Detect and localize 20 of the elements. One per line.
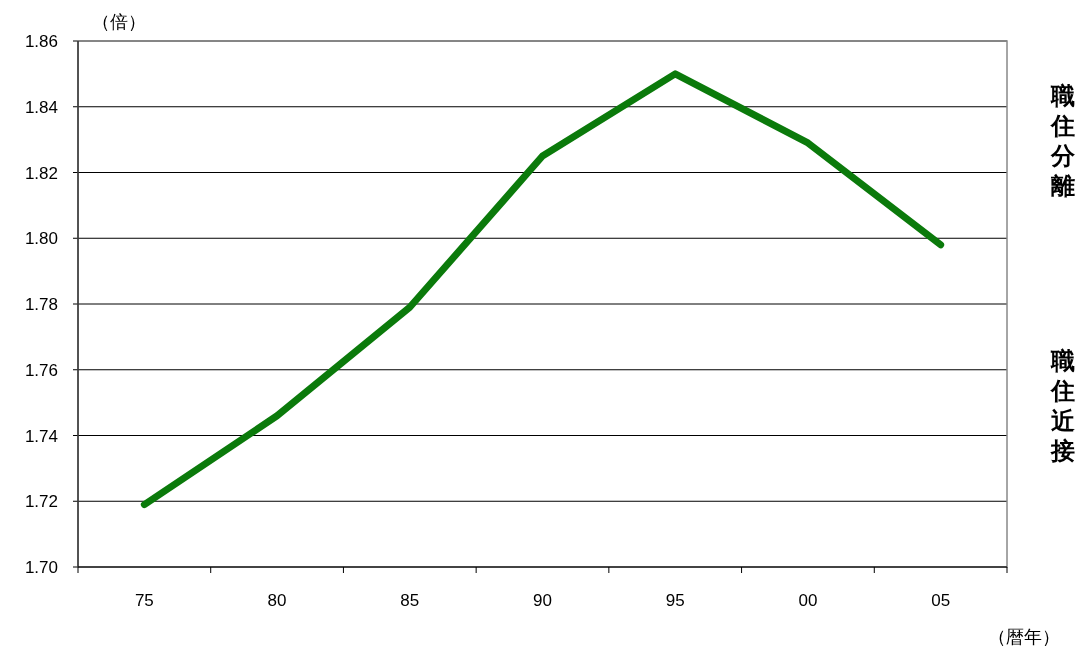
y-tick-label: 1.74 [24,426,58,446]
y-tick-label: 1.86 [24,32,58,51]
y-tick-label: 1.84 [24,97,58,117]
x-tick-label: 90 [533,591,552,610]
x-tick-label: 05 [931,591,951,610]
text: 職住分離 [1050,82,1076,199]
y-tick-label: 1.76 [24,360,58,380]
x-tick-label: 00 [798,591,818,610]
y-tick-label: 1.70 [24,558,58,577]
y-tick-label: 1.78 [24,295,58,314]
x-axis-title: （暦年） [988,627,1060,647]
x-tick-label: 95 [665,591,685,610]
y-axis-title: （倍） [92,12,146,32]
text: 職住近接 [1050,347,1075,464]
x-tick-label: 85 [400,591,420,610]
x-tick-label: 75 [134,591,154,610]
y-tick-label: 1.82 [24,163,58,183]
y-tick-label: 1.72 [24,492,58,512]
x-tick-label: 80 [267,591,287,610]
y-tick-label: 1.80 [24,229,58,249]
